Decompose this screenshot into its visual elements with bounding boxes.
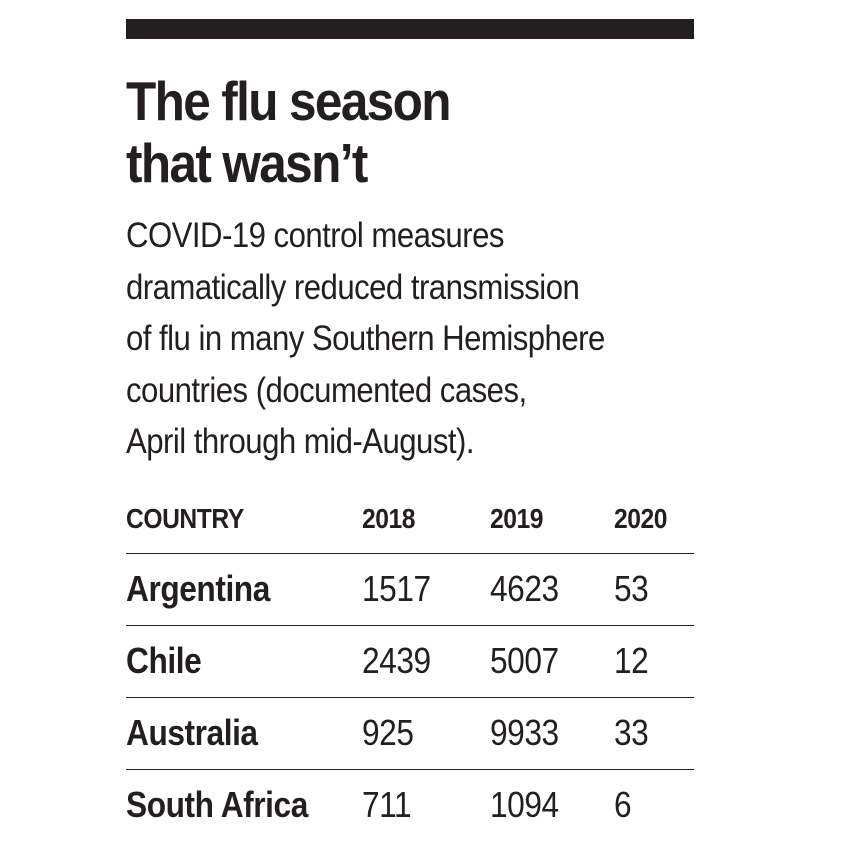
column-header-2018: 2018 xyxy=(362,503,416,534)
subtitle-line: of flu in many Southern Hemisphere xyxy=(126,319,605,358)
top-rule xyxy=(126,19,694,39)
country-cell: Chile xyxy=(126,640,202,681)
table-row: Australia 925 9933 33 xyxy=(126,697,694,769)
value-cell-2018: 1517 xyxy=(362,568,431,609)
title-line: The flu season xyxy=(126,70,452,132)
value-cell-2020: 33 xyxy=(614,712,649,753)
country-cell: Argentina xyxy=(126,568,270,609)
country-cell: South Africa xyxy=(126,784,308,825)
value-cell-2020: 6 xyxy=(614,784,632,825)
table-row: Argentina 1517 4623 53 xyxy=(126,553,694,625)
title-line: that wasn’t xyxy=(126,132,368,194)
chart-subtitle: COVID-19 control measures dramatically r… xyxy=(126,210,696,468)
value-cell-2019: 9933 xyxy=(490,712,559,753)
value-cell-2020: 12 xyxy=(614,640,649,681)
value-cell-2019: 4623 xyxy=(490,568,559,609)
value-cell-2018: 711 xyxy=(362,784,412,825)
table-header-row: COUNTRY 2018 2019 2020 xyxy=(126,497,694,553)
subtitle-line: COVID-19 control measures xyxy=(126,216,504,255)
column-header-2019: 2019 xyxy=(490,503,544,534)
table-row: South Africa 711 1094 6 xyxy=(126,769,694,841)
value-cell-2020: 53 xyxy=(614,568,649,609)
subtitle-line: April through mid-August). xyxy=(126,422,474,461)
value-cell-2018: 2439 xyxy=(362,640,431,681)
chart-title: The flu season that wasn’t xyxy=(126,70,666,194)
value-cell-2019: 5007 xyxy=(490,640,559,681)
country-cell: Australia xyxy=(126,712,258,753)
subtitle-line: countries (documented cases, xyxy=(126,370,527,410)
data-table: COUNTRY 2018 2019 2020 Argentina 1517 46… xyxy=(126,497,694,841)
column-header-country: COUNTRY xyxy=(126,503,244,534)
subtitle-line: dramatically reduced transmission xyxy=(126,267,580,307)
column-header-2020: 2020 xyxy=(614,503,668,534)
table-row: Chile 2439 5007 12 xyxy=(126,625,694,697)
value-cell-2019: 1094 xyxy=(490,784,559,825)
value-cell-2018: 925 xyxy=(362,712,414,753)
